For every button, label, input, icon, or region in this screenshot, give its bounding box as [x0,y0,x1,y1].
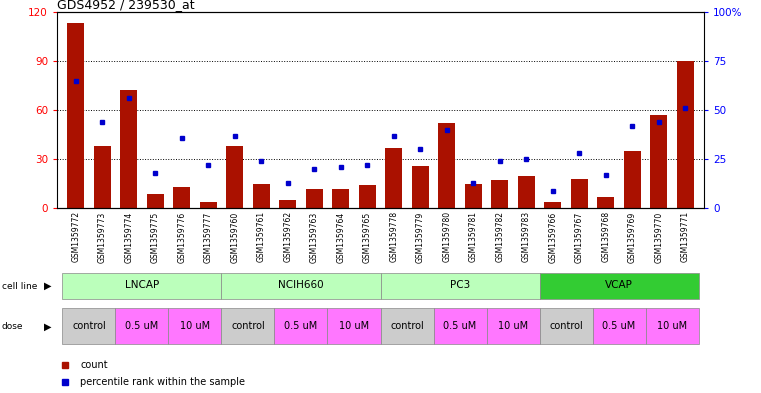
Text: ▶: ▶ [44,322,52,332]
Bar [385,148,403,208]
Text: GSM1359774: GSM1359774 [124,211,133,263]
Text: 0.5 uM: 0.5 uM [126,321,158,331]
Text: GSM1359770: GSM1359770 [654,211,664,263]
Text: GSM1359763: GSM1359763 [310,211,319,263]
Bar [253,184,270,208]
Text: dose: dose [2,323,23,331]
Bar [380,308,434,344]
Bar [380,273,540,299]
Bar [544,202,562,208]
Bar [62,273,221,299]
Text: ▶: ▶ [44,281,52,291]
Text: GSM1359780: GSM1359780 [442,211,451,263]
Text: count: count [81,360,108,370]
Bar [650,115,667,208]
Text: 10 uM: 10 uM [339,321,369,331]
Text: GSM1359767: GSM1359767 [575,211,584,263]
Bar [120,90,137,208]
Bar [279,200,296,208]
Text: GSM1359765: GSM1359765 [363,211,371,263]
Text: 0.5 uM: 0.5 uM [444,321,476,331]
Bar [438,123,455,208]
Bar [412,166,429,208]
Text: PC3: PC3 [450,280,470,290]
Text: GSM1359776: GSM1359776 [177,211,186,263]
Text: GSM1359764: GSM1359764 [336,211,345,263]
Text: percentile rank within the sample: percentile rank within the sample [81,377,245,387]
Text: GSM1359781: GSM1359781 [469,211,478,263]
Text: 10 uM: 10 uM [180,321,210,331]
Text: NCIH660: NCIH660 [279,280,323,290]
Text: 0.5 uM: 0.5 uM [603,321,635,331]
Bar [540,273,699,299]
Text: GSM1359762: GSM1359762 [283,211,292,263]
Text: control: control [390,321,424,331]
Bar [517,176,535,208]
Text: GSM1359773: GSM1359773 [97,211,107,263]
Bar [275,308,327,344]
Bar [597,197,614,208]
Text: GDS4952 / 239530_at: GDS4952 / 239530_at [57,0,195,11]
Text: cell line: cell line [2,282,37,290]
Bar [62,308,116,344]
Bar [173,187,190,208]
Bar [67,23,84,208]
Text: GSM1359761: GSM1359761 [256,211,266,263]
Text: GSM1359783: GSM1359783 [522,211,531,263]
Text: control: control [549,321,583,331]
Text: GSM1359768: GSM1359768 [601,211,610,263]
Bar [226,146,244,208]
Bar [571,179,588,208]
Bar [168,308,221,344]
Bar [486,308,540,344]
Text: GSM1359775: GSM1359775 [151,211,160,263]
Text: 0.5 uM: 0.5 uM [285,321,317,331]
Text: GSM1359769: GSM1359769 [628,211,637,263]
Bar [593,308,645,344]
Bar [199,202,217,208]
Text: GSM1359771: GSM1359771 [681,211,690,263]
Bar [94,146,111,208]
Text: GSM1359760: GSM1359760 [230,211,239,263]
Bar [540,308,593,344]
Text: GSM1359766: GSM1359766 [549,211,557,263]
Text: control: control [72,321,106,331]
Text: 10 uM: 10 uM [498,321,528,331]
Bar [147,193,164,208]
Text: LNCAP: LNCAP [125,280,159,290]
Bar [306,189,323,208]
Bar [624,151,641,208]
Bar [434,308,486,344]
Bar [116,308,168,344]
Text: GSM1359782: GSM1359782 [495,211,505,263]
Text: control: control [231,321,265,331]
Bar [221,273,380,299]
Bar [332,189,349,208]
Bar [465,184,482,208]
Bar [221,308,275,344]
Text: GSM1359779: GSM1359779 [416,211,425,263]
Text: GSM1359778: GSM1359778 [390,211,398,263]
Bar [327,308,380,344]
Text: GSM1359777: GSM1359777 [204,211,212,263]
Bar [677,61,694,208]
Text: VCAP: VCAP [605,280,633,290]
Bar [491,180,508,208]
Bar [645,308,699,344]
Bar [358,185,376,208]
Text: 10 uM: 10 uM [657,321,687,331]
Text: GSM1359772: GSM1359772 [71,211,80,263]
